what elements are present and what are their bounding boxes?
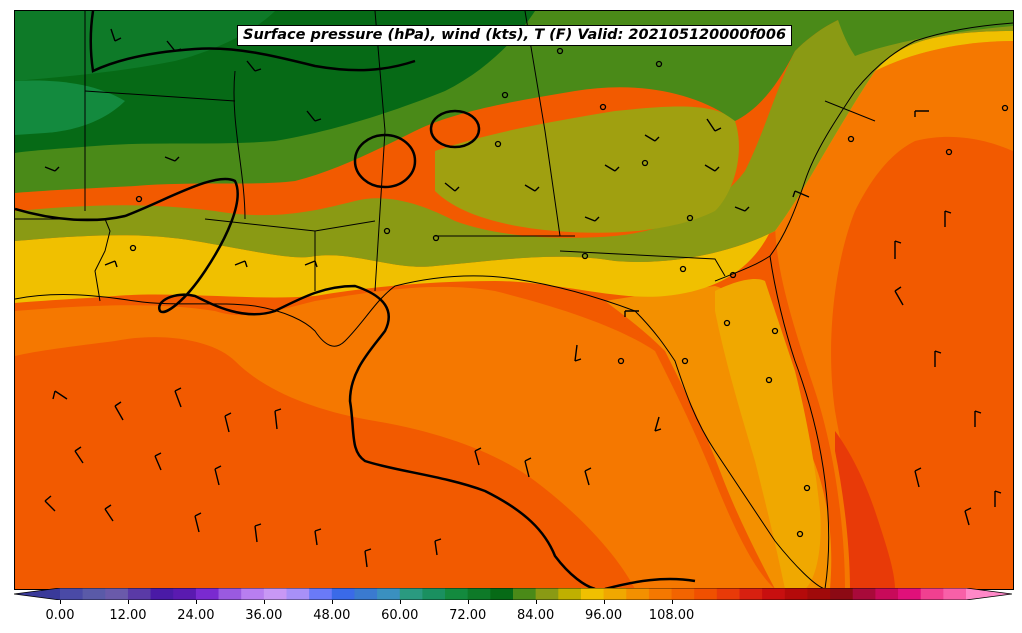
colorbar-segment [603, 588, 627, 600]
colorbar-segment [784, 588, 808, 600]
colorbar-tick-mark [671, 600, 673, 604]
colorbar-extend-min [14, 588, 60, 600]
colorbar-segment [309, 588, 333, 600]
map-canvas [15, 11, 1013, 589]
colorbar-segment [490, 588, 514, 600]
colorbar-segment [399, 588, 423, 600]
station-markers [129, 47, 1009, 538]
colorbar-segment [898, 588, 922, 600]
colorbar-segment [218, 588, 242, 600]
colorbar-tick-mark [603, 600, 605, 604]
colorbar-tick-label: 96.00 [584, 608, 623, 623]
colorbar-tick-label: 24.00 [177, 608, 215, 623]
colorbar-segment [286, 588, 310, 600]
wind-barbs [44, 28, 1002, 568]
colorbar-segment [173, 588, 197, 600]
colorbar-tick-mark [535, 600, 537, 604]
colorbar-tick-mark [60, 600, 61, 604]
colorbar-segment [830, 588, 854, 600]
isobar-layer [15, 11, 696, 589]
colorbar-extend-max [966, 588, 1012, 600]
colorbar-tick-label: 108.00 [648, 608, 695, 623]
colorbar-segment [241, 588, 265, 600]
colorbar-segment [943, 588, 967, 600]
colorbar-segment [852, 588, 876, 600]
colorbar-segment [558, 588, 582, 600]
colorbar-segment [354, 588, 378, 600]
colorbar-tick-label: 84.00 [517, 608, 555, 623]
colorbar-segment [263, 588, 287, 600]
colorbar-segment [739, 588, 763, 600]
colorbar-segment [580, 588, 605, 600]
colorbar-segment [626, 588, 650, 600]
colorbar [14, 588, 1012, 600]
map-title: Surface pressure (hPa), wind (kts), T (F… [237, 25, 793, 46]
colorbar-segment [150, 588, 174, 600]
colorbar-segment [920, 588, 944, 600]
colorbar-segment [60, 588, 84, 600]
colorbar-segment [127, 588, 152, 600]
colorbar-segment [648, 588, 673, 600]
colorbar-tick-mark [263, 600, 265, 604]
colorbar-segment [105, 588, 129, 600]
colorbar-segment [513, 588, 537, 600]
colorbar-segment [422, 588, 446, 600]
temperature-fill-layer [15, 11, 1013, 589]
colorbar-ticks: 0.00 12.00 24.00 36.00 48.00 60.00 72.00 84.00 9… [0, 600, 1022, 633]
colorbar-segment [535, 588, 559, 600]
colorbar-segment [82, 588, 106, 600]
colorbar-tick-mark [467, 600, 469, 604]
colorbar-segment [467, 588, 491, 600]
colorbar-tick-label: 72.00 [449, 608, 487, 623]
colorbar-segment [195, 588, 220, 600]
colorbar-tick-label: 48.00 [313, 608, 351, 623]
colorbar-segment [807, 588, 831, 600]
colorbar-tick-label: 12.00 [109, 608, 147, 623]
colorbar-tick-mark [195, 600, 197, 604]
colorbar-segment [716, 588, 740, 600]
colorbar-segment [694, 588, 718, 600]
colorbar-segment [762, 588, 786, 600]
colorbar-segment [445, 588, 469, 600]
colorbar-tick-mark [127, 600, 129, 604]
colorbar-segment [331, 588, 355, 600]
colorbar-tick-mark [399, 600, 401, 604]
colorbar-tick-label: 36.00 [245, 608, 283, 623]
colorbar-tick-mark [331, 600, 333, 604]
colorbar-tick-label: 0.00 [45, 608, 75, 623]
colorbar-segment [377, 588, 401, 600]
map-panel: Surface pressure (hPa), wind (kts), T (F… [14, 10, 1014, 590]
colorbar-segment [875, 588, 899, 600]
colorbar-segment [671, 588, 695, 600]
colorbar-tick-label: 60.00 [381, 608, 419, 623]
